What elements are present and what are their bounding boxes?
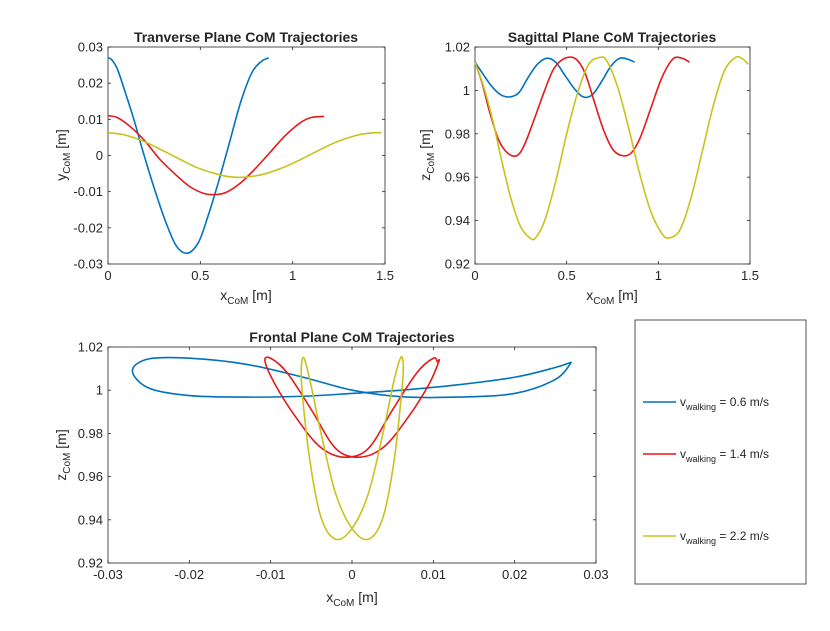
transverse-ylabel: yCoM [m]	[53, 129, 73, 180]
sagittal-xticks: 0 0.5 1 1.5	[471, 47, 759, 283]
y-tick-label: 1	[96, 383, 103, 398]
y-tick-label: 0.01	[78, 112, 103, 127]
frontal-ylabel: zCoM [m]	[53, 429, 73, 480]
sagittal-lines	[474, 55, 749, 241]
legend-entry: vwalking = 1.4 m/s	[643, 447, 769, 464]
x-tick-label: 0	[471, 268, 478, 283]
x-tick-label: -0.02	[175, 567, 205, 582]
y-tick-label: 1.02	[78, 340, 103, 355]
legend-label-1: vwalking = 1.4 m/s	[680, 447, 769, 464]
y-tick-label: 0.92	[78, 556, 103, 571]
x-tick-label: 0.5	[191, 268, 209, 283]
frontal-series-2-line	[300, 355, 405, 541]
y-tick-label: 0.94	[78, 512, 103, 527]
legend-label-2: vwalking = 2.2 m/s	[680, 529, 769, 546]
transverse-yticks: -0.03 -0.02 -0.01 0 0.01 0.02 0.03	[73, 40, 385, 272]
y-tick-label: 1.02	[445, 40, 470, 55]
y-tick-label: 0.92	[445, 257, 470, 272]
transverse-series-2-line	[107, 131, 382, 179]
x-tick-label: 1	[289, 268, 296, 283]
legend-box	[634, 319, 807, 585]
transverse-series-0-line	[107, 57, 270, 255]
x-tick-label: 0	[348, 567, 355, 582]
legend: vwalking = 0.6 m/s vwalking = 1.4 m/s vw…	[634, 319, 807, 585]
transverse-axes-box	[107, 46, 386, 265]
x-tick-label: 0.5	[558, 268, 576, 283]
frontal-plot: Frontal Plane CoM Trajectories -0.03 -0.0…	[53, 329, 609, 609]
x-tick-label: 0.01	[421, 567, 446, 582]
frontal-xticks: -0.03 -0.02 -0.01 0 0.01 0.02 0.03	[93, 347, 609, 582]
x-tick-label: 0	[104, 268, 111, 283]
frontal-axes-box	[107, 346, 597, 564]
sagittal-plot: Sagittal Plane CoM Trajectories 0 0.5 1 1.5…	[417, 29, 759, 307]
transverse-xticks: 0 0.5 1 1.5	[104, 47, 394, 283]
frontal-series-1-line	[264, 356, 441, 459]
legend-entry: vwalking = 0.6 m/s	[643, 395, 769, 412]
frontal-xlabel: xCoM [m]	[326, 589, 377, 609]
sagittal-series-2-line	[474, 55, 749, 241]
frontal-yticks: 0.92 0.94 0.96 0.98 1 1.02	[78, 340, 596, 571]
sagittal-series-1-line	[474, 56, 690, 157]
y-tick-label: 0.96	[445, 170, 470, 185]
legend-label-0: vwalking = 0.6 m/s	[680, 395, 769, 412]
y-tick-label: 0.96	[78, 469, 103, 484]
x-tick-label: -0.01	[256, 567, 286, 582]
frontal-series-0-line	[131, 356, 573, 399]
y-tick-label: 0.02	[78, 76, 103, 91]
y-tick-label: 0.94	[445, 213, 470, 228]
sagittal-xlabel: xCoM [m]	[586, 287, 637, 307]
x-tick-label: -0.03	[93, 567, 123, 582]
sagittal-ylabel: zCoM [m]	[417, 129, 437, 180]
x-tick-label: 0.02	[502, 567, 527, 582]
transverse-series-1-line	[107, 114, 325, 196]
y-tick-label: -0.02	[73, 220, 103, 235]
y-tick-label: 0	[96, 148, 103, 163]
transverse-plot: Tranverse Plane CoM Trajectories 0 0.5 1 1.…	[53, 29, 394, 307]
x-tick-label: 1.5	[741, 268, 759, 283]
legend-entry: vwalking = 2.2 m/s	[643, 529, 769, 546]
transverse-xlabel: xCoM [m]	[220, 287, 271, 307]
sagittal-yticks: 0.92 0.94 0.96 0.98 1 1.02	[445, 40, 750, 272]
frontal-title: Frontal Plane CoM Trajectories	[249, 329, 455, 345]
y-tick-label: -0.01	[73, 184, 103, 199]
transverse-title: Tranverse Plane CoM Trajectories	[134, 29, 358, 45]
transverse-lines	[107, 57, 382, 255]
sagittal-title: Sagittal Plane CoM Trajectories	[508, 29, 717, 45]
y-tick-label: 0.03	[78, 40, 103, 55]
y-tick-label: 0.98	[445, 126, 470, 141]
frontal-lines	[131, 355, 573, 541]
y-tick-label: -0.03	[73, 257, 103, 272]
y-tick-label: 1	[463, 83, 470, 98]
y-tick-label: 0.98	[78, 426, 103, 441]
x-tick-label: 1.5	[376, 268, 394, 283]
x-tick-label: 1	[655, 268, 662, 283]
x-tick-label: 0.03	[583, 567, 608, 582]
